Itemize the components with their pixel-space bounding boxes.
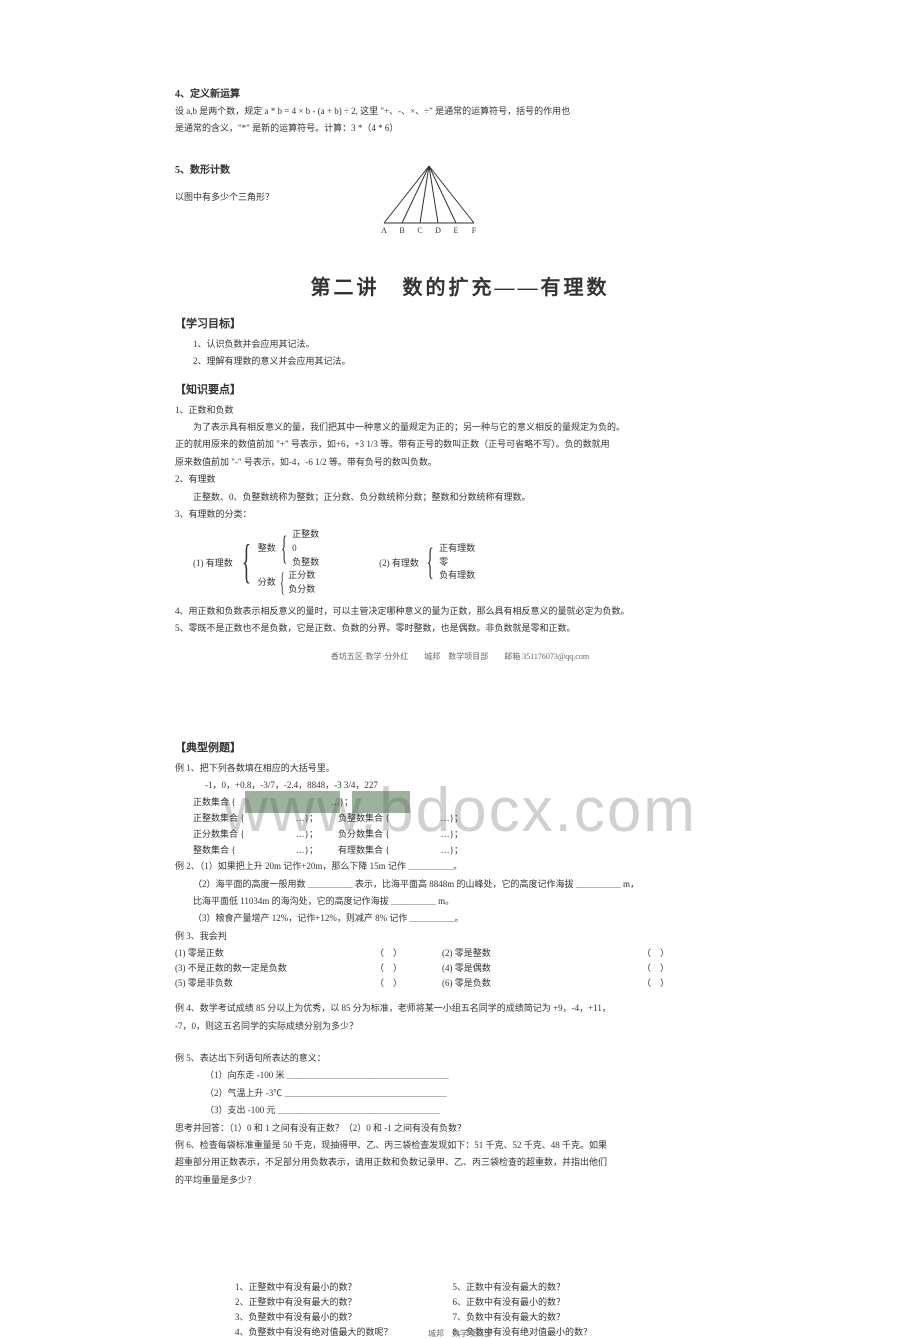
- ex1-r2-r: 负分数集合 {: [338, 827, 413, 840]
- q-r0: 5、正数中有没有最大的数？: [453, 1280, 593, 1293]
- k-p1-l2: 正的就用原来的数值前加 "+" 号表示，如+6，+3 1/3 等。带有正号的数叫…: [175, 437, 745, 451]
- objective-1: 1、认识负数并会应用其记法。: [175, 337, 745, 351]
- integer-label: 整数: [258, 543, 276, 555]
- k-p4: 4、用正数和负数表示相反意义的量时，可以主管决定哪种意义的量为正数，那么具有相反…: [175, 604, 745, 618]
- objective-2: 2、理解有理数的意义并会应用其记法。: [175, 354, 745, 368]
- knowledge-header: 【知识要点】: [175, 381, 745, 397]
- ex5-i1: （2）气温上升 -3℃ ＿＿＿＿＿＿＿＿＿＿＿＿＿＿＿＿＿＿: [175, 1086, 745, 1100]
- class1-label: (1) 有理数: [193, 556, 233, 569]
- c2-1: 零: [439, 557, 475, 569]
- frac-0: 正分数: [288, 570, 315, 582]
- ex1-r1-le: …}；: [268, 811, 318, 824]
- section4-title: 4、定义新运算: [175, 85, 745, 100]
- ex1-r1-l: 正整数集合 {: [193, 811, 268, 824]
- section4-line1: 设 a,b 是两个数，规定 a * b = 4 × b - (a + b) ÷ …: [175, 104, 745, 118]
- ex1-r3-re: …}；: [413, 843, 463, 856]
- section5-title: 5、数形计数: [175, 161, 274, 176]
- ex2-l2: （2）海平面的高度一般用数 ＿＿＿＿＿ 表示，比海平面高 8848m 的山峰处，…: [175, 877, 745, 891]
- fraction-label: 分数: [258, 577, 276, 589]
- k-p5: 5、零既不是正数也不是负数，它是正数、负数的分界。零时整数，也是偶数。非负数就是…: [175, 621, 745, 635]
- svg-text:F: F: [472, 226, 477, 235]
- k-p1-l1: 为了表示具有相反意义的量，我们把其中一种意义的量规定为正的；另一种与它的意义相反…: [175, 420, 745, 434]
- ex3-r1-l: (3) 不是正数的数一定是负数: [175, 961, 375, 974]
- ex3-r2-l: (5) 零是非负数: [175, 976, 375, 989]
- frac-1: 负分数: [288, 584, 315, 596]
- ex6-l1: 例 6、检查每袋标准重量是 50 千克，现抽得甲、乙、丙三袋检查发现如下：51 …: [175, 1138, 745, 1152]
- ex1-r3-le: …}；: [268, 843, 318, 856]
- c2-0: 正有理数: [439, 543, 475, 555]
- ex1-r3-r: 有理数集合 {: [338, 843, 413, 856]
- ex2-l1: 例 2、（1）如果把上升 20m 记作+20m，那么下降 15m 记作 ＿＿＿＿…: [175, 859, 745, 873]
- thinking: 思考并回答：（1）0 和 1 之间有没有正数？（2）0 和 -1 之间有没有负数…: [175, 1121, 745, 1135]
- ex1-r2-le: …}；: [268, 827, 318, 840]
- footer-1: 香坊五区·数学·分外红 城邦 数学项目部 邮箱 351176073@qq.com: [175, 651, 745, 662]
- ex5-title: 例 5、表达出下列语句所表达的意义：: [175, 1051, 745, 1065]
- k-p2-title: 2、有理数: [175, 472, 745, 486]
- int-1: 0: [292, 543, 319, 555]
- ex6-l3: 的平均重量是多少？: [175, 1173, 745, 1187]
- ex3-r1-r: (4) 零是偶数: [442, 961, 642, 974]
- k-p1-title: 1、正数和负数: [175, 403, 745, 417]
- svg-text:E: E: [454, 226, 459, 235]
- q-l0: 1、正整数中有没有最小的数？: [235, 1280, 393, 1293]
- svg-text:B: B: [399, 226, 404, 235]
- ex1-title: 例 1、把下列各数填在相应的大括号里。: [175, 761, 745, 775]
- ex3-title: 例 3、我会判: [175, 929, 745, 943]
- lesson-title: 第二讲 数的扩充——有理数: [175, 271, 745, 300]
- ex1-r2-re: …}；: [413, 827, 463, 840]
- int-0: 正整数: [292, 529, 319, 541]
- int-2: 负整数: [292, 557, 319, 569]
- ex3-r0-l: (1) 零是正数: [175, 946, 375, 959]
- q-l2: 3、负整数中有没有最小的数？: [235, 1310, 393, 1323]
- k-p3-title: 3、有理数的分类：: [175, 507, 745, 521]
- q-l3: 4、负整数中有没有绝对值最大的数呢？: [235, 1325, 393, 1338]
- ex2-l4: （3）粮食产量增产 12%，记作+12%，则减产 8% 记作 ＿＿＿＿＿。: [175, 911, 745, 925]
- ex1-r2-l: 正分数集合 {: [193, 827, 268, 840]
- triangle-diagram: A B C D E F: [364, 161, 494, 236]
- ex5-i0: （1）向东走 -100 米 ＿＿＿＿＿＿＿＿＿＿＿＿＿＿＿＿＿＿: [175, 1068, 745, 1082]
- highlight-1: [245, 791, 340, 813]
- ex1-r1-re: …}；: [413, 811, 463, 824]
- class2-label: (2) 有理数: [379, 556, 419, 569]
- ex4-l2: -7，0，则这五名同学的实际成绩分别为多少？: [175, 1019, 745, 1033]
- ex3-r0-r: (2) 零是整数: [442, 946, 642, 959]
- k-p1-l3: 原来数值前加 "-" 号表示，如-4，-6 1/2 等。带有负号的数叫负数。: [175, 455, 745, 469]
- section4-line2: 是通常的含义，"*" 是新的运算符号。计算：3 *（4 * 6）: [175, 121, 745, 135]
- svg-text:D: D: [435, 226, 441, 235]
- c2-2: 负有理数: [439, 570, 475, 582]
- svg-text:C: C: [417, 226, 422, 235]
- ex6-l2: 超重部分用正数表示，不足部分用负数表示，请用正数和负数记录甲、乙、丙三袋检查的超…: [175, 1155, 745, 1169]
- k-p2-text: 正整数、0、负整数统称为整数；正分数、负分数统称分数；整数和分数统称有理数。: [175, 490, 745, 504]
- ex2-l3: 比海平面低 11034m 的海沟处，它的高度记作海拔 ＿＿＿＿＿ m。: [175, 894, 745, 908]
- section5-text: 以图中有多少个三角形？: [175, 190, 274, 204]
- q-r2: 7、负数中有没有最大的数？: [453, 1310, 593, 1323]
- ex4-l1: 例 4、数学考试成绩 85 分以上为优秀，以 85 分为标准，老师将某一小组五名…: [175, 1001, 745, 1015]
- classification-diagram: (1) 有理数 { 整数 { 正整数 0 负整数 分数 { 正分数: [193, 529, 745, 595]
- ex1-r3-l: 整数集合 {: [193, 843, 268, 856]
- ex1-r1-r: 负整数集合 {: [338, 811, 413, 824]
- document-content: 4、定义新运算 设 a,b 是两个数，规定 a * b = 4 × b - (a…: [175, 85, 745, 1339]
- objectives-header: 【学习目标】: [175, 315, 745, 331]
- svg-text:A: A: [381, 226, 387, 235]
- examples-header: 【典型例题】: [175, 739, 745, 755]
- ex5-i2: （3）支出 -100 元 ＿＿＿＿＿＿＿＿＿＿＿＿＿＿＿＿＿＿: [175, 1103, 745, 1117]
- highlight-2: [352, 791, 410, 813]
- ex3-r2-r: (6) 零是负数: [442, 976, 642, 989]
